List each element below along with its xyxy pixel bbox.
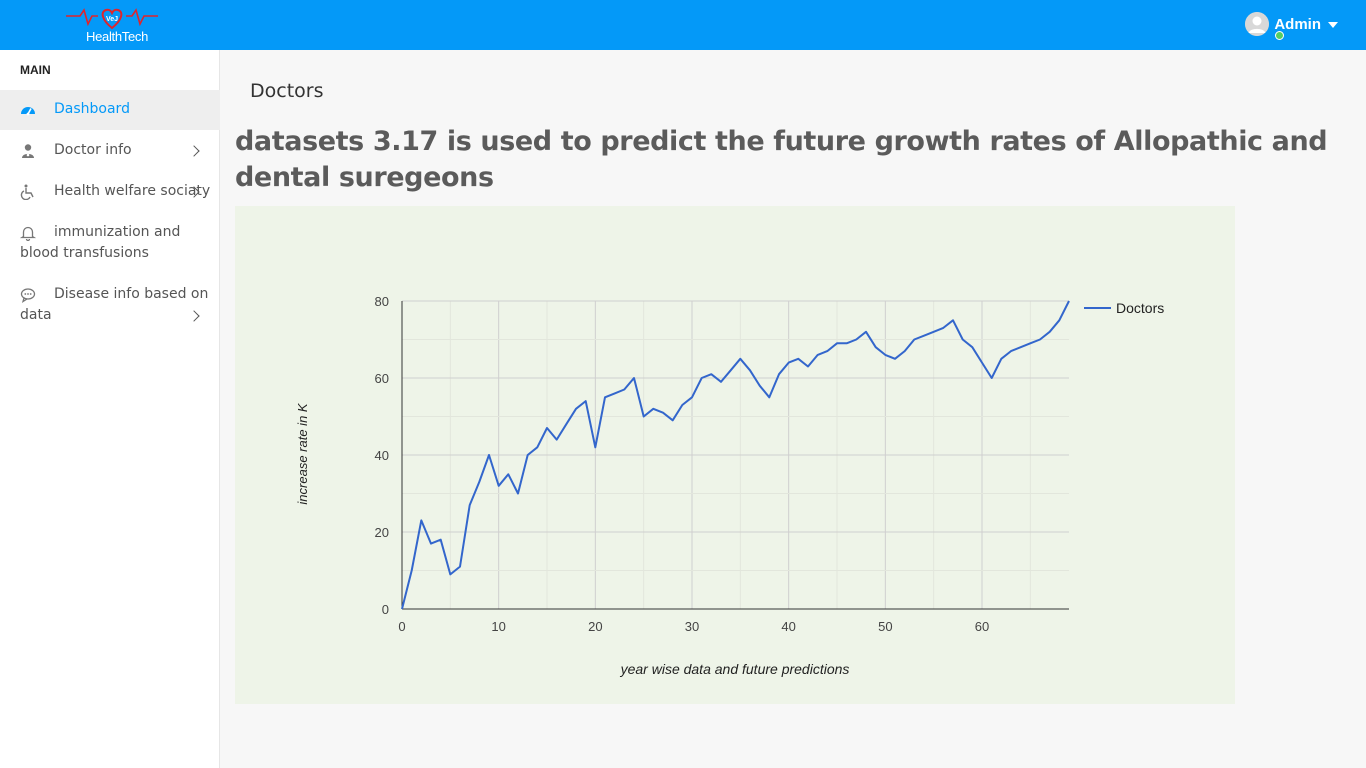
user-name[interactable]: Admin xyxy=(1274,15,1321,33)
doctor-user-icon xyxy=(22,144,34,158)
top-navbar: VeJ HealthTech Admin xyxy=(0,0,1366,50)
chart-series xyxy=(401,300,1070,610)
chart-axes xyxy=(401,301,1069,610)
sidebar-item-label: immunization and xyxy=(54,224,181,240)
y-tick-label: 20 xyxy=(375,525,389,540)
avatar[interactable] xyxy=(1245,12,1270,36)
chart-tick-labels: 0 10 20 30 40 50 60 0 20 40 60 80 xyxy=(375,294,990,634)
sidebar: MAIN Dashboard Doctor info Health welfar… xyxy=(0,50,220,768)
chevron-right-icon xyxy=(188,145,200,157)
sidebar-item-label: Disease info based on xyxy=(54,286,209,302)
sidebar-item-dashboard[interactable]: Dashboard xyxy=(0,90,220,130)
legend-label: Doctors xyxy=(1116,300,1164,316)
sidebar-item-health-welfare[interactable]: Health welfare sociaty xyxy=(0,172,220,212)
x-tick-label: 10 xyxy=(491,619,505,634)
chevron-right-icon xyxy=(188,310,200,322)
logo-text[interactable]: HealthTech xyxy=(86,29,149,44)
sidebar-item-label: Dashboard xyxy=(54,101,130,117)
x-tick-label: 0 xyxy=(398,619,405,634)
user-menu[interactable]: Admin xyxy=(1245,12,1338,36)
sidebar-item-doctor-info[interactable]: Doctor info xyxy=(0,131,220,171)
y-tick-label: 80 xyxy=(375,294,389,309)
sidebar-item-label-line2: data xyxy=(20,307,52,323)
chart-panel: 0 10 20 30 40 50 60 0 20 40 60 80 year wise data an… xyxy=(235,206,1235,704)
x-tick-label: 50 xyxy=(878,619,892,634)
y-tick-label: 60 xyxy=(375,371,389,386)
online-status-dot xyxy=(1275,31,1284,40)
x-tick-label: 60 xyxy=(975,619,989,634)
sidebar-item-label-line2: blood transfusions xyxy=(20,245,149,261)
heartbeat-logo-icon[interactable]: VeJ xyxy=(62,4,162,46)
x-tick-label: 40 xyxy=(781,619,795,634)
x-axis-label: year wise data and future predictions xyxy=(620,661,850,677)
user-avatar-icon xyxy=(1245,12,1270,36)
sidebar-item-disease-info[interactable]: Disease info based on data xyxy=(0,275,220,329)
dashboard-gauge-icon xyxy=(21,107,35,116)
chart-heading: datasets 3.17 is used to predict the fut… xyxy=(235,126,1328,193)
sidebar-item-label: Doctor info xyxy=(54,142,132,158)
logo-badge: VeJ xyxy=(106,16,118,23)
y-axis-label: increase rate in K xyxy=(295,402,310,504)
line-chart: 0 10 20 30 40 50 60 0 20 40 60 80 year wise data an… xyxy=(295,294,1164,677)
sidebar-item-immunization[interactable]: immunization and blood transfusions xyxy=(0,213,220,267)
y-tick-label: 0 xyxy=(382,602,389,617)
chart-gridlines xyxy=(401,300,1069,610)
bell-icon xyxy=(20,226,36,241)
wheelchair-icon xyxy=(20,184,34,200)
y-tick-label: 40 xyxy=(375,448,389,463)
sidebar-item-label: Health welfare sociaty xyxy=(54,183,211,199)
series-line-doctors xyxy=(401,300,1070,610)
x-tick-label: 30 xyxy=(685,619,699,634)
chart-legend[interactable]: Doctors xyxy=(1084,300,1164,316)
x-tick-label: 20 xyxy=(588,619,602,634)
caret-down-icon[interactable] xyxy=(1328,22,1338,28)
page-title: Doctors xyxy=(250,80,324,102)
menu-section-title: MAIN xyxy=(20,63,51,77)
chat-bubble-icon xyxy=(20,288,36,303)
